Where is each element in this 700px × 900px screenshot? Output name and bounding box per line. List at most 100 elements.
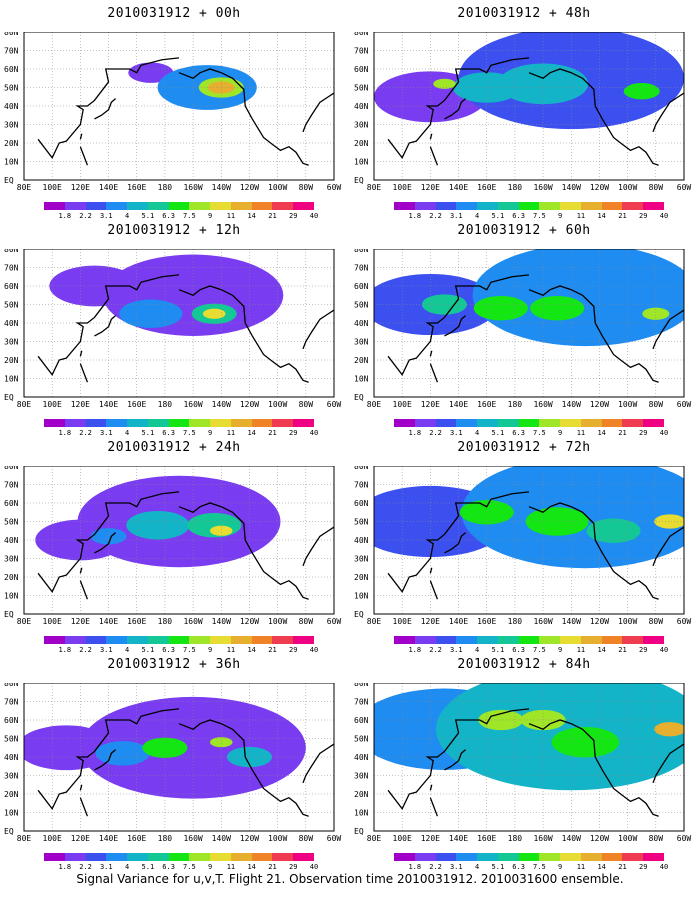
lon-tick-label: 100E <box>43 400 62 409</box>
variance-contour <box>210 737 233 748</box>
colorbar-swatch <box>456 419 478 427</box>
colorbar-level-label: 14 <box>247 863 256 871</box>
lat-tick-label: EQ <box>4 393 14 402</box>
coastline <box>37 274 180 377</box>
colorbar-swatch <box>622 419 644 427</box>
lat-tick-label: 60N <box>4 499 19 508</box>
colorbar-swatch <box>44 202 65 210</box>
colorbar-swatch <box>539 202 561 210</box>
colorbar-swatch <box>518 853 540 861</box>
colorbar-swatch <box>272 419 294 427</box>
lat-tick-label: 10N <box>354 375 369 384</box>
coastline <box>94 749 117 771</box>
plot-frame <box>373 683 685 832</box>
colorbar-level-label: 14 <box>247 646 256 654</box>
variance-contour <box>654 722 684 737</box>
lon-tick-label: 180 <box>158 183 173 192</box>
lat-tick-label: 50N <box>4 301 19 310</box>
lat-tick-label: 50N <box>4 84 19 93</box>
colorbar-level-label: 3.1 <box>449 863 463 871</box>
plot-frame <box>23 683 335 832</box>
coastline <box>429 363 439 383</box>
colorbar-level-label: 3.1 <box>99 863 113 871</box>
colorbar-swatch <box>230 636 252 644</box>
colorbar-level-label: 40 <box>659 646 669 654</box>
colorbar-swatch <box>44 419 65 427</box>
colorbar-level-label: 40 <box>659 429 669 437</box>
lat-tick-label: 30N <box>4 338 19 347</box>
coastline <box>302 92 334 133</box>
colorbar <box>394 202 664 212</box>
colorbar-swatch <box>127 202 148 210</box>
colorbar-level-label: 11 <box>226 212 236 220</box>
coastline <box>652 526 684 567</box>
lon-tick-label: 100W <box>618 183 637 192</box>
colorbar-level-label: 40 <box>309 429 319 437</box>
colorbar-swatch <box>560 202 581 210</box>
colorbar-swatch <box>394 636 415 644</box>
colorbar-level-label: 9 <box>208 429 213 437</box>
lon-tick-label: 60W <box>677 183 692 192</box>
colorbar-swatch <box>293 853 314 861</box>
lon-tick-label: 140E <box>99 834 118 843</box>
colorbar <box>44 202 314 212</box>
coastline <box>387 274 530 377</box>
colorbar-level-label: 7.5 <box>183 646 196 654</box>
colorbar-swatch <box>560 636 581 644</box>
lon-tick-label: 180 <box>508 400 523 409</box>
lat-tick-label: 80N <box>4 466 19 471</box>
lon-tick-label: 180 <box>508 617 523 626</box>
colorbar-swatch <box>539 853 561 861</box>
variance-contour <box>119 299 183 328</box>
lon-tick-label: 120W <box>590 183 609 192</box>
colorbar-level-label: 9 <box>558 863 563 871</box>
colorbar-level-label: 21 <box>268 429 277 437</box>
colorbar-level-label: 14 <box>247 212 256 220</box>
lat-tick-label: 50N <box>4 735 19 744</box>
colorbar-swatch <box>643 419 664 427</box>
colorbar-swatch <box>580 202 602 210</box>
colorbar-level-label: 21 <box>618 646 627 654</box>
lat-tick-label: 10N <box>4 592 19 601</box>
colorbar-level-label: 1.8 <box>58 429 72 437</box>
lat-tick-label: 30N <box>354 121 369 130</box>
colorbar-level-label: 40 <box>309 646 319 654</box>
lat-tick-label: 80N <box>354 32 369 37</box>
colorbar-level-label: 7.5 <box>183 863 196 871</box>
coastline <box>429 784 433 791</box>
lat-tick-label: 60N <box>354 716 369 725</box>
colorbar-level-label: 2.2 <box>429 863 442 871</box>
colorbar-swatch <box>518 419 540 427</box>
lat-tick-label: 80N <box>4 683 19 688</box>
lon-tick-label: 100W <box>618 617 637 626</box>
colorbar-swatch <box>127 419 148 427</box>
lon-tick-label: 80W <box>299 183 314 192</box>
colorbar-swatch <box>601 636 623 644</box>
colorbar-level-label: 5.1 <box>141 863 155 871</box>
colorbar-level-label: 9 <box>208 863 213 871</box>
variance-contour <box>421 294 467 315</box>
coastline <box>79 363 89 383</box>
colorbar-swatch <box>147 636 169 644</box>
colorbar-level-label: 2.2 <box>79 429 92 437</box>
colorbar-swatch <box>643 853 664 861</box>
coastline <box>429 350 433 357</box>
lon-tick-label: 140E <box>449 834 468 843</box>
colorbar-swatch <box>272 636 294 644</box>
variance-contour <box>90 528 127 545</box>
colorbar-level-label: 21 <box>268 863 277 871</box>
lat-tick-label: 80N <box>4 249 19 254</box>
lat-tick-label: 70N <box>354 698 369 707</box>
colorbar-level-label: 21 <box>618 429 627 437</box>
colorbar-swatch <box>251 636 273 644</box>
colorbar-swatch <box>85 202 107 210</box>
lon-tick-label: 140E <box>449 183 468 192</box>
colorbar-level-label: 11 <box>226 429 236 437</box>
colorbar-level-label: 1.8 <box>408 429 422 437</box>
lat-tick-label: 40N <box>354 536 369 545</box>
colorbar-level-label: 9 <box>558 646 563 654</box>
coastline <box>429 567 433 574</box>
lat-tick-label: 20N <box>4 790 19 799</box>
coastline <box>444 315 467 337</box>
colorbar-level-label: 4 <box>474 646 480 654</box>
